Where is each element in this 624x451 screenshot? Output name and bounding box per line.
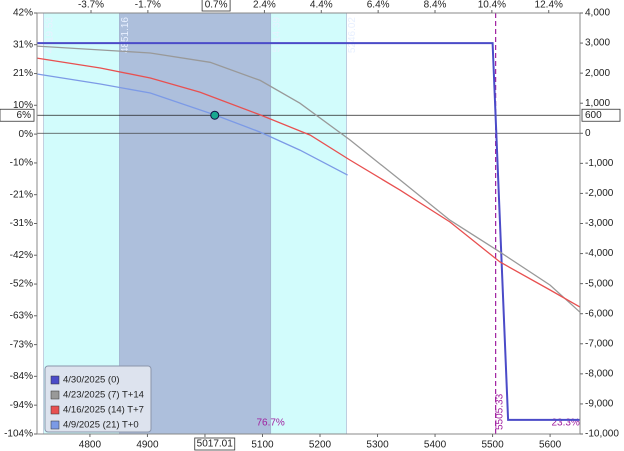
current-change: 0.7% bbox=[205, 0, 228, 11]
current-price-box bbox=[194, 437, 236, 451]
probability-label: 23.3% bbox=[551, 418, 579, 429]
x-tick-label: 4800 bbox=[79, 440, 102, 451]
y-tick-label: -21% bbox=[10, 189, 33, 200]
y-tick-label: -10% bbox=[10, 158, 33, 169]
current-pnl-box bbox=[581, 108, 621, 122]
legend-label: 4/16/2025 (14) T+7 bbox=[63, 405, 144, 416]
current-pct: 6% bbox=[17, 110, 32, 121]
y2-tick-label: -9,000 bbox=[585, 399, 614, 410]
x2-tick-label: 8.4% bbox=[424, 0, 447, 11]
range-band bbox=[119, 13, 271, 434]
y2-tick-label: -2,000 bbox=[585, 188, 614, 199]
y-tick-label: -104% bbox=[4, 429, 33, 440]
series-line bbox=[37, 42, 580, 421]
y2-tick-label: 2,000 bbox=[585, 68, 610, 79]
current-change-box bbox=[201, 0, 231, 12]
y-tick-label: -42% bbox=[10, 250, 33, 261]
legend-label: 4/30/2025 (0) bbox=[63, 375, 120, 386]
y-tick-label: -84% bbox=[10, 371, 33, 382]
legend-swatch bbox=[50, 420, 60, 430]
x-tick-label: 5100 bbox=[251, 440, 274, 451]
y2-tick-label: -3,000 bbox=[585, 218, 614, 229]
y-tick-label: 42% bbox=[13, 8, 33, 19]
x2-tick-label: -1.7% bbox=[135, 0, 161, 11]
y2-tick-label: -8,000 bbox=[585, 368, 614, 379]
y-tick-label: 31% bbox=[13, 39, 33, 50]
x-tick-label: 5500 bbox=[481, 440, 504, 451]
legend-label: 4/23/2025 (7) T+14 bbox=[63, 390, 144, 401]
x2-tick-label: 4.4% bbox=[310, 0, 333, 11]
range-band bbox=[43, 13, 120, 434]
legend-swatch bbox=[50, 375, 60, 385]
x-tick-label: 5400 bbox=[424, 440, 447, 451]
range-marker-label: 4851.16 bbox=[120, 17, 131, 54]
y-tick-label: -94% bbox=[10, 400, 33, 411]
legend-swatch bbox=[50, 390, 60, 400]
y2-tick-label: -4,000 bbox=[585, 248, 614, 259]
series-line bbox=[36, 57, 581, 308]
legend-box bbox=[44, 365, 152, 433]
y2-tick-label: -1,000 bbox=[585, 158, 614, 169]
range-marker-label: 4719.53 bbox=[44, 17, 55, 54]
x2-tick-label: -3.7% bbox=[78, 0, 104, 11]
y-tick-label: 10% bbox=[13, 100, 33, 111]
range-marker-label: 5114.39 bbox=[271, 17, 282, 53]
legend: 4/30/2025 (0) 4/23/2025 (7) T+14 4/16/2025… bbox=[44, 365, 152, 433]
x2-tick-label: 12.4% bbox=[535, 0, 563, 11]
y2-tick-label: -7,000 bbox=[585, 338, 614, 349]
y2-tick-label: -10,000 bbox=[585, 429, 619, 440]
y2-tick-label: -6,000 bbox=[585, 308, 614, 319]
current-pnl: 600 bbox=[585, 110, 602, 121]
range-marker-label: 5246.02 bbox=[347, 17, 358, 54]
series-line bbox=[36, 45, 581, 313]
legend-swatch bbox=[50, 405, 60, 415]
x-tick-label: 5200 bbox=[309, 440, 332, 451]
x-tick-label: 4900 bbox=[136, 440, 159, 451]
y-tick-label: -63% bbox=[10, 310, 33, 321]
y2-tick-label: -5,000 bbox=[585, 278, 614, 289]
legend-label: 4/9/2025 (21) T+0 bbox=[63, 420, 139, 431]
x2-tick-label: 10.4% bbox=[478, 0, 506, 11]
y-tick-label: -73% bbox=[10, 339, 33, 350]
current-point bbox=[210, 110, 220, 120]
x2-tick-label: 6.4% bbox=[367, 0, 390, 11]
current-price: 5017.01 bbox=[197, 439, 234, 450]
range-band bbox=[270, 13, 347, 434]
x-tick-label: 5600 bbox=[539, 440, 562, 451]
x2-tick-label: 2.4% bbox=[253, 0, 276, 11]
break-even-label: 5505.33 bbox=[494, 393, 505, 430]
y2-tick-label: 4,000 bbox=[585, 8, 610, 19]
y-tick-label: -31% bbox=[10, 218, 33, 229]
y-tick-label: 0% bbox=[19, 129, 34, 140]
y-tick-label: -52% bbox=[10, 279, 33, 290]
probability-label: 76.7% bbox=[256, 418, 284, 429]
y-tick-label: 21% bbox=[13, 68, 33, 79]
y2-tick-label: 1,000 bbox=[585, 98, 610, 109]
x-tick-label: 5300 bbox=[366, 440, 389, 451]
y2-tick-label: 3,000 bbox=[585, 38, 610, 49]
y2-tick-label: 0 bbox=[585, 128, 591, 139]
current-pct-box bbox=[0, 108, 35, 122]
